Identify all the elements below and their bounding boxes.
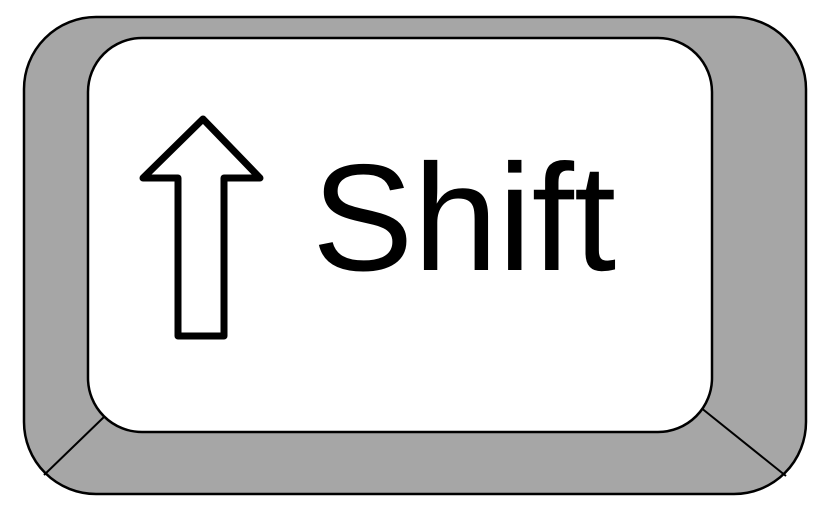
key-label: Shift (312, 133, 617, 303)
up-arrow-icon (139, 115, 264, 340)
keycap-top (86, 36, 714, 434)
bevel-line-bottom-left (43, 415, 106, 476)
bevel-line-bottom-right (699, 406, 787, 477)
